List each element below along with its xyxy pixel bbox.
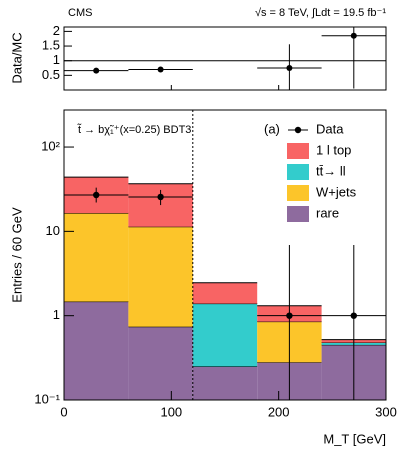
legend-label: tt̄→ ll [316, 163, 346, 178]
ratio-y-tick-label: 2 [53, 23, 60, 38]
panel-label: (a) [264, 121, 280, 136]
y-tick-label: 10⁻¹ [34, 391, 60, 406]
signal-label: t̃ → bχ̃₁⁺(x=0.25) BDT3 [77, 123, 192, 136]
ratio-y-tick-label: 0.5 [42, 67, 60, 82]
ratio-point [157, 66, 164, 73]
x-tick-label: 200 [268, 404, 290, 419]
data-point [350, 312, 357, 319]
histogram-bar [64, 213, 129, 302]
x-tick-label: 300 [375, 404, 397, 419]
y-tick-label: 1 [53, 307, 60, 322]
histogram-bar [192, 303, 258, 367]
y-tick-label: 10² [41, 138, 60, 153]
ratio-point [93, 67, 100, 74]
main-frame [63, 109, 387, 401]
x-label: M_T [GeV] [323, 431, 386, 446]
legend-label: W+jets [316, 184, 357, 199]
legend-label: rare [316, 205, 339, 220]
legend-label: Data [316, 121, 344, 136]
legend-swatch [287, 143, 309, 159]
histogram-bar [64, 301, 129, 400]
ratio-point [286, 65, 293, 72]
experiment: CMS [68, 7, 92, 19]
legend-label: 1 l top [316, 142, 351, 157]
ratio-y-label: Data/MC [9, 32, 24, 83]
histogram-bar [192, 282, 258, 304]
histogram-bar [192, 366, 258, 400]
x-tick-label: 100 [160, 404, 182, 419]
legend-swatch [287, 164, 309, 180]
ratio-frame [63, 26, 387, 91]
data-point [93, 191, 100, 199]
legend-data-marker [294, 126, 302, 134]
legend-swatch [287, 185, 309, 201]
ratio-point [350, 32, 357, 39]
y-label: Entries / 60 GeV [9, 207, 24, 303]
histogram-bar [128, 226, 193, 327]
data-point [286, 312, 293, 319]
ratio-y-tick-label: 1.5 [42, 37, 60, 52]
legend-swatch [287, 206, 309, 222]
energy-label: √s = 8 TeV, ∫Ldt = 19.5 fb⁻¹ [255, 7, 386, 19]
data-point [157, 193, 164, 201]
x-tick-label: 0 [60, 404, 67, 419]
histogram-bar [128, 326, 193, 400]
y-tick-label: 10 [46, 223, 60, 238]
ratio-y-tick-label: 1 [53, 52, 60, 67]
